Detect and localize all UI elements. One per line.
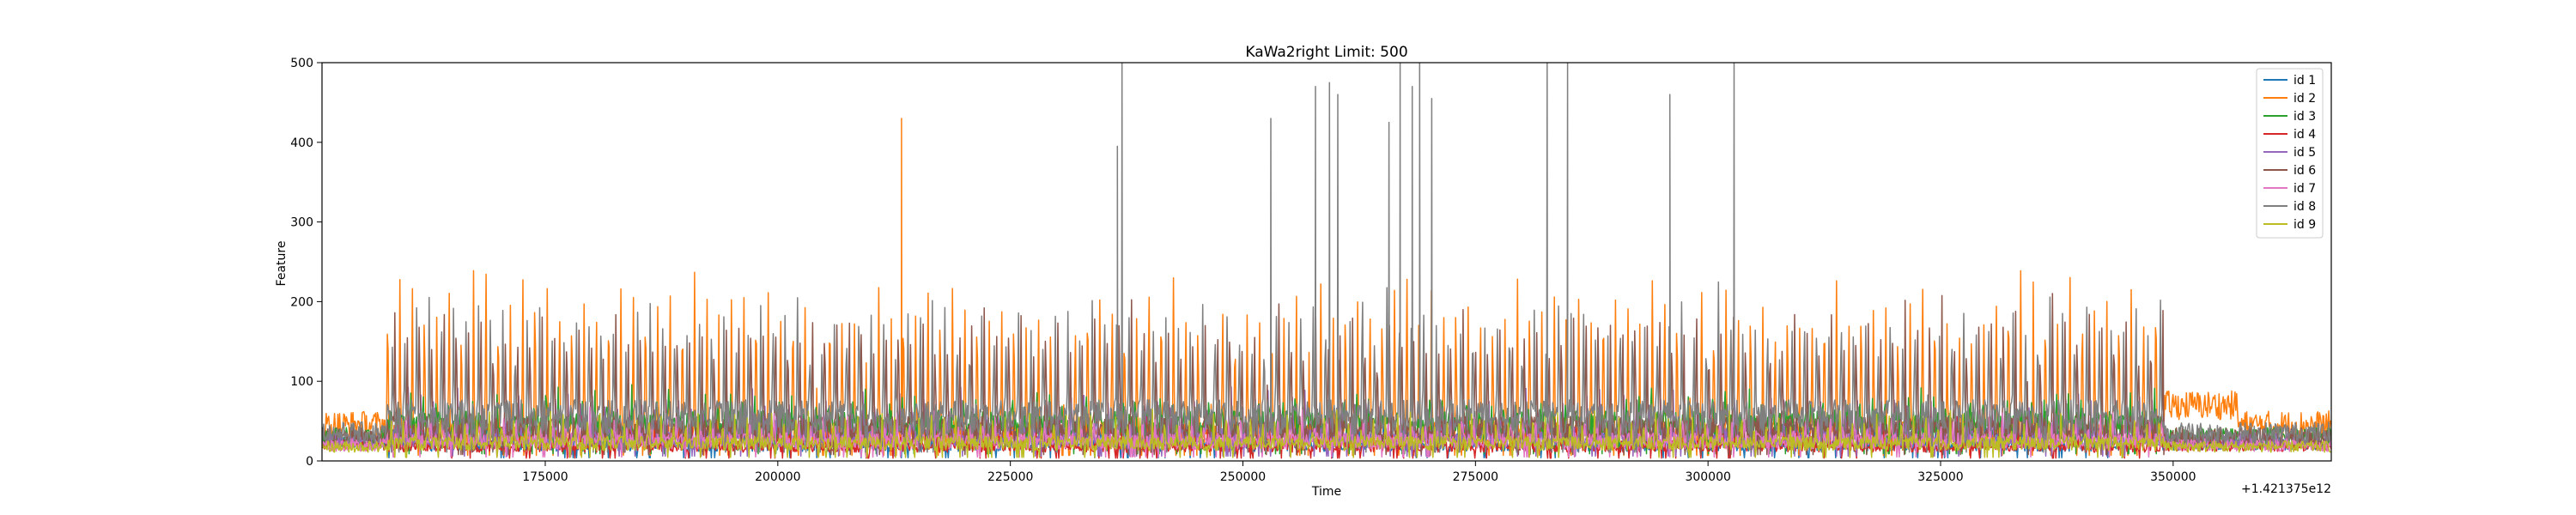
- x-tick-label: 350000: [2150, 470, 2196, 484]
- legend: id 1 id 2 id 3 id 4 id 5 id 6 id 7 id 8 id 9: [2256, 68, 2324, 239]
- axes-frame: [321, 62, 2332, 462]
- legend-label: id 2: [2293, 92, 2316, 106]
- y-tick-label: 400: [290, 136, 313, 150]
- legend-label: id 8: [2293, 200, 2316, 214]
- x-axis-ticks: 175000 200000 225000 250000 275000 300000 3250…: [522, 461, 2196, 484]
- x-tick-label: 250000: [1220, 470, 1266, 484]
- legend-label: id 1: [2293, 74, 2316, 88]
- y-tick-label: 500: [290, 57, 313, 70]
- legend-label: id 3: [2293, 110, 2316, 124]
- x-axis-label: Time: [1311, 485, 1341, 499]
- legend-label: id 4: [2293, 128, 2316, 142]
- legend-label: id 5: [2293, 146, 2316, 160]
- legend-label: id 6: [2293, 164, 2316, 178]
- y-axis-label: Feature: [275, 241, 289, 287]
- series-line-id-9: [322, 409, 2331, 458]
- legend-label: id 7: [2293, 182, 2316, 196]
- x-tick-label: 325000: [1917, 470, 1963, 484]
- x-axis-offset-label: +1.421375e12: [2241, 482, 2331, 496]
- legend-label: id 9: [2293, 218, 2316, 232]
- y-tick-label: 100: [290, 375, 313, 389]
- y-tick-label: 300: [290, 216, 313, 230]
- x-tick-label: 225000: [987, 470, 1033, 484]
- x-tick-label: 300000: [1685, 470, 1730, 484]
- x-tick-label: 275000: [1453, 470, 1498, 484]
- x-tick-label: 175000: [522, 470, 568, 484]
- y-tick-label: 200: [290, 295, 313, 309]
- chart-title: KaWa2right Limit: 500: [1245, 44, 1407, 61]
- y-axis-ticks: 0 100 200 300 400 500: [290, 57, 322, 469]
- y-tick-label: 0: [306, 455, 313, 469]
- legend-box: [2256, 68, 2324, 239]
- series-line-id-8: [322, 63, 2331, 453]
- x-tick-label: 200000: [755, 470, 800, 484]
- plot-area: [322, 63, 2331, 459]
